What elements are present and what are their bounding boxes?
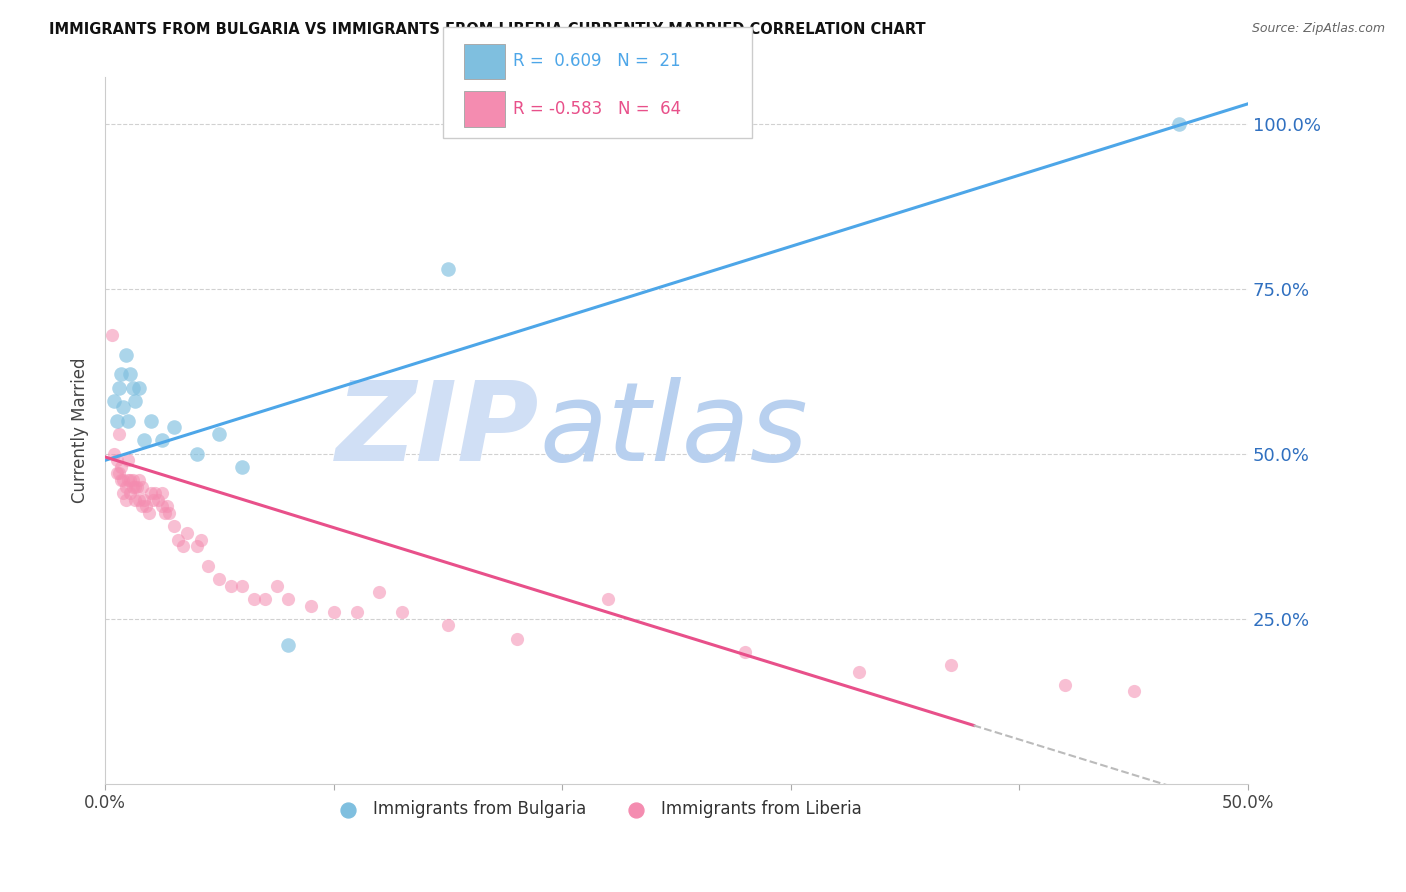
Point <box>114 480 136 494</box>
Point <box>108 381 131 395</box>
Point <box>128 492 150 507</box>
Point <box>121 473 143 487</box>
Point <box>142 492 165 507</box>
Point <box>110 459 132 474</box>
Point <box>135 500 157 514</box>
Text: Source: ZipAtlas.com: Source: ZipAtlas.com <box>1251 22 1385 36</box>
Point <box>505 632 527 646</box>
Point <box>127 480 149 494</box>
Point <box>167 533 190 547</box>
Point <box>437 261 460 276</box>
Point <box>156 500 179 514</box>
Point <box>1122 684 1144 698</box>
Point <box>121 480 143 494</box>
Point <box>112 401 135 415</box>
Point <box>150 500 173 514</box>
Point <box>231 459 253 474</box>
Point <box>172 539 194 553</box>
Point <box>277 591 299 606</box>
Point <box>110 368 132 382</box>
Point <box>197 558 219 573</box>
Point <box>120 486 142 500</box>
Point <box>163 420 186 434</box>
Point <box>242 591 264 606</box>
Point <box>108 426 131 441</box>
Point <box>103 447 125 461</box>
Point <box>150 434 173 448</box>
Point <box>146 492 169 507</box>
Point <box>114 492 136 507</box>
Point <box>848 665 870 679</box>
Point <box>114 348 136 362</box>
Point <box>103 393 125 408</box>
Point <box>346 605 368 619</box>
Point <box>231 579 253 593</box>
Point <box>150 486 173 500</box>
Point <box>186 447 208 461</box>
Point <box>131 480 153 494</box>
Point <box>1168 117 1191 131</box>
Point <box>138 506 160 520</box>
Point <box>208 426 231 441</box>
Text: ZIP: ZIP <box>336 377 540 484</box>
Point <box>139 486 162 500</box>
Point <box>117 414 139 428</box>
Point <box>254 591 277 606</box>
Point <box>124 480 146 494</box>
Point <box>734 645 756 659</box>
Point <box>1053 678 1076 692</box>
Point <box>596 591 619 606</box>
Point <box>939 657 962 672</box>
Point <box>120 473 142 487</box>
Text: atlas: atlas <box>540 377 808 484</box>
Point <box>139 414 162 428</box>
Legend: Immigrants from Bulgaria, Immigrants from Liberia: Immigrants from Bulgaria, Immigrants fro… <box>325 794 869 825</box>
Point <box>153 506 176 520</box>
Point <box>266 579 288 593</box>
Text: R = -0.583   N =  64: R = -0.583 N = 64 <box>513 100 682 118</box>
Y-axis label: Currently Married: Currently Married <box>72 358 89 503</box>
Point <box>368 585 391 599</box>
Point <box>112 486 135 500</box>
Point <box>176 525 198 540</box>
Point <box>157 506 180 520</box>
Point <box>219 579 242 593</box>
Point <box>190 533 212 547</box>
Point <box>186 539 208 553</box>
Point <box>132 434 155 448</box>
Point <box>108 467 131 481</box>
Text: R =  0.609   N =  21: R = 0.609 N = 21 <box>513 52 681 70</box>
Point <box>145 486 167 500</box>
Text: IMMIGRANTS FROM BULGARIA VS IMMIGRANTS FROM LIBERIA CURRENTLY MARRIED CORRELATIO: IMMIGRANTS FROM BULGARIA VS IMMIGRANTS F… <box>49 22 925 37</box>
Point <box>322 605 344 619</box>
Point <box>120 368 142 382</box>
Point <box>124 393 146 408</box>
Point <box>117 453 139 467</box>
Point <box>117 473 139 487</box>
Point <box>277 638 299 652</box>
Point <box>112 473 135 487</box>
Point <box>110 473 132 487</box>
Point <box>121 381 143 395</box>
Point <box>208 572 231 586</box>
Point <box>124 492 146 507</box>
Point <box>128 381 150 395</box>
Point <box>105 414 128 428</box>
Point <box>132 492 155 507</box>
Point <box>101 327 124 342</box>
Point <box>131 500 153 514</box>
Point <box>105 467 128 481</box>
Point <box>128 473 150 487</box>
Point <box>299 599 322 613</box>
Point <box>437 618 460 632</box>
Point <box>163 519 186 533</box>
Point <box>105 453 128 467</box>
Point <box>391 605 413 619</box>
